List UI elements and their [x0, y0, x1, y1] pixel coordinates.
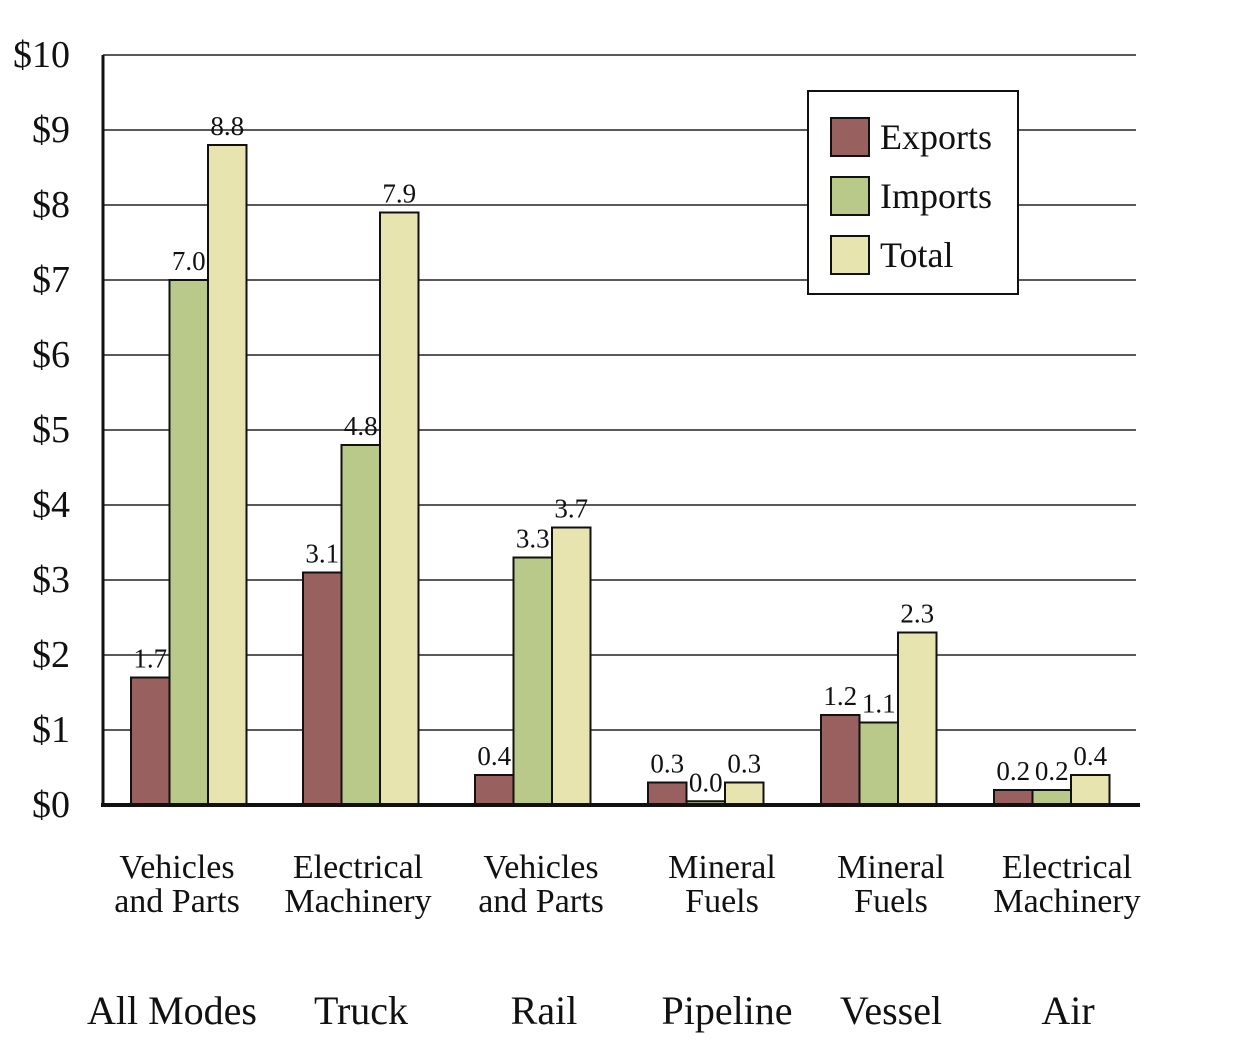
category-label: Vehicles: [483, 849, 598, 886]
data-label: 3.7: [554, 494, 588, 524]
data-label: 2.3: [900, 599, 934, 629]
mode-label: All Modes: [87, 988, 257, 1033]
data-label: 3.1: [305, 539, 339, 569]
mode-label: Rail: [511, 988, 578, 1033]
data-label: 0.2: [1035, 756, 1069, 786]
data-label: 8.8: [210, 111, 244, 141]
bar-exports: [130, 676, 171, 806]
y-tick-label: $6: [32, 334, 70, 376]
bar-exports: [820, 714, 861, 806]
category-label: Machinery: [993, 883, 1140, 920]
y-tick-label: $0: [32, 784, 70, 826]
legend-label: Exports: [880, 117, 992, 157]
data-label: 3.3: [516, 524, 550, 554]
bar-imports: [512, 556, 553, 806]
legend-swatch-imports: [830, 176, 870, 216]
x-axis-mode-labels: All Modes Truck Rail Pipeline Vessel Air: [87, 988, 1095, 1033]
data-label: 0.3: [727, 749, 761, 779]
bar-total: [897, 631, 938, 806]
category-label: Mineral: [668, 849, 776, 886]
legend-swatch-total: [830, 235, 870, 275]
category-label: Fuels: [685, 883, 759, 920]
mode-label: Vessel: [840, 988, 942, 1033]
data-label: 0.2: [996, 756, 1030, 786]
legend-label: Imports: [880, 176, 992, 216]
data-label: 0.4: [1073, 741, 1107, 771]
bar-exports: [647, 781, 688, 806]
bar-total: [724, 781, 765, 806]
data-labels: 1.7 7.0 8.8 3.1 4.8 7.9 0.4 3.33.7 0.30.00.3 1.2 1…: [133, 111, 1107, 797]
y-tick-label: $7: [32, 259, 70, 301]
bar-exports: [474, 774, 515, 806]
y-tick-label: $10: [13, 34, 70, 76]
category-label: Vehicles: [119, 849, 234, 886]
data-label: 1.2: [823, 681, 857, 711]
bar-imports: [340, 444, 381, 806]
y-tick-label: $3: [32, 559, 70, 601]
bar-exports: [993, 789, 1034, 806]
category-label: Fuels: [854, 883, 928, 920]
category-label: Mineral: [837, 849, 945, 886]
data-label: 0.0: [689, 767, 723, 797]
category-label: and Parts: [114, 883, 240, 920]
data-label: 7.0: [172, 246, 206, 276]
category-label: and Parts: [478, 883, 604, 920]
gridlines: [103, 54, 1136, 731]
bar-total: [1070, 774, 1111, 806]
legend-swatch-exports: [830, 117, 870, 157]
legend-label: Total: [880, 235, 953, 275]
mode-label: Air: [1041, 988, 1094, 1033]
bar-total: [207, 144, 248, 806]
bar-imports: [1031, 789, 1072, 806]
data-label: 1.1: [862, 689, 896, 719]
data-label: 4.8: [344, 411, 378, 441]
y-axis-tick-labels: $0 $1 $2 $3 $4 $5 $6 $7 $8 $9 $10: [13, 34, 70, 826]
data-label: 0.3: [650, 749, 684, 779]
bar-imports: [858, 721, 899, 806]
y-tick-label: $9: [32, 109, 70, 151]
y-tick-label: $4: [32, 484, 70, 526]
data-label: 0.4: [477, 741, 511, 771]
bar-imports: [168, 279, 209, 806]
mode-label: Truck: [314, 988, 408, 1033]
category-label: Machinery: [284, 883, 431, 920]
data-label: 1.7: [133, 644, 167, 674]
bar-total: [379, 211, 420, 806]
category-label: Electrical: [293, 849, 423, 886]
legend: Exports Imports Total: [807, 90, 1019, 295]
bar-exports: [302, 571, 343, 806]
category-label: Electrical: [1002, 849, 1132, 886]
data-label: 7.9: [382, 179, 416, 209]
y-tick-label: $8: [32, 184, 70, 226]
y-tick-label: $5: [32, 409, 70, 451]
y-tick-label: $1: [32, 709, 70, 751]
mode-label: Pipeline: [661, 988, 792, 1033]
y-tick-label: $2: [32, 634, 70, 676]
bar-total: [551, 526, 592, 806]
